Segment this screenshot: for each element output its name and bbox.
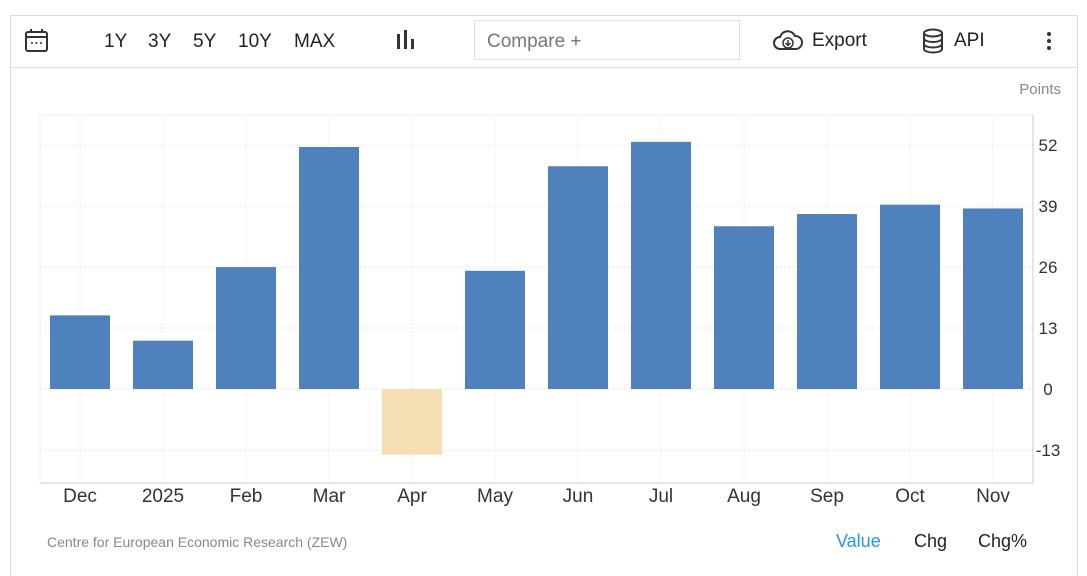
y-tick-label: 13 <box>1039 319 1058 338</box>
bar[interactable] <box>50 315 110 389</box>
x-tick-label: 2025 <box>142 486 184 507</box>
x-tick-label: Jul <box>649 486 673 507</box>
bar[interactable] <box>880 204 940 389</box>
y-tick-label: 39 <box>1039 197 1058 216</box>
more-menu-icon[interactable] <box>1044 30 1054 58</box>
y-tick-label: 26 <box>1039 258 1058 277</box>
api-button[interactable]: API <box>922 28 985 54</box>
compare-input[interactable]: Compare + <box>474 20 740 60</box>
range-3y-button[interactable]: 3Y <box>148 31 172 52</box>
mode-value-tab[interactable]: Value <box>836 531 881 551</box>
range-max-button[interactable]: MAX <box>294 31 336 52</box>
y-tick-label: 52 <box>1039 136 1058 155</box>
export-label: Export <box>812 30 867 51</box>
bar[interactable] <box>963 208 1023 389</box>
x-tick-label: Nov <box>976 486 1010 507</box>
calendar-icon[interactable] <box>24 28 50 60</box>
x-tick-label: Sep <box>810 486 844 507</box>
database-icon <box>923 28 943 54</box>
x-tick-label: Feb <box>230 486 263 507</box>
bar[interactable] <box>714 226 774 389</box>
bar[interactable] <box>797 214 857 389</box>
x-tick-label: Dec <box>63 486 97 507</box>
range-5y-button[interactable]: 5Y <box>193 31 217 52</box>
bar[interactable] <box>133 340 193 389</box>
x-tick-label: Jun <box>563 486 594 507</box>
chart-type-icon[interactable] <box>394 29 416 57</box>
cloud-download-icon <box>773 30 803 50</box>
export-button[interactable]: Export <box>772 29 867 53</box>
y-tick-label: -13 <box>1036 441 1061 460</box>
y-tick-label: 0 <box>1043 380 1052 399</box>
x-tick-label: Oct <box>895 486 925 507</box>
x-tick-label: May <box>477 486 513 507</box>
mode-chgpct-tab[interactable]: Chg% <box>978 531 1028 551</box>
range-1y-button[interactable]: 1Y <box>104 31 128 52</box>
x-tick-label: Aug <box>727 486 761 507</box>
source-label: Centre for European Economic Research (Z… <box>47 534 348 550</box>
toolbar: 1Y 3Y 5Y 10Y MAX Compare + Export API <box>10 15 1076 68</box>
api-label: API <box>954 30 985 51</box>
unit-label: Points <box>1019 81 1061 98</box>
bar[interactable] <box>216 267 276 389</box>
x-tick-label: Mar <box>313 486 346 507</box>
bar[interactable] <box>631 141 691 389</box>
bar[interactable] <box>465 270 525 389</box>
bar[interactable] <box>299 146 359 389</box>
bar[interactable] <box>382 389 442 455</box>
chart-frame <box>10 15 1078 576</box>
mode-chg-tab[interactable]: Chg <box>914 531 948 551</box>
bar[interactable] <box>548 166 608 389</box>
x-tick-label: Apr <box>397 486 427 507</box>
bar-chart: 52 39 26 13 0 -13 Dec 2025 Feb Mar Apr May Jun Jul Aug… <box>39 114 1061 507</box>
range-10y-button[interactable]: 10Y <box>238 31 272 52</box>
